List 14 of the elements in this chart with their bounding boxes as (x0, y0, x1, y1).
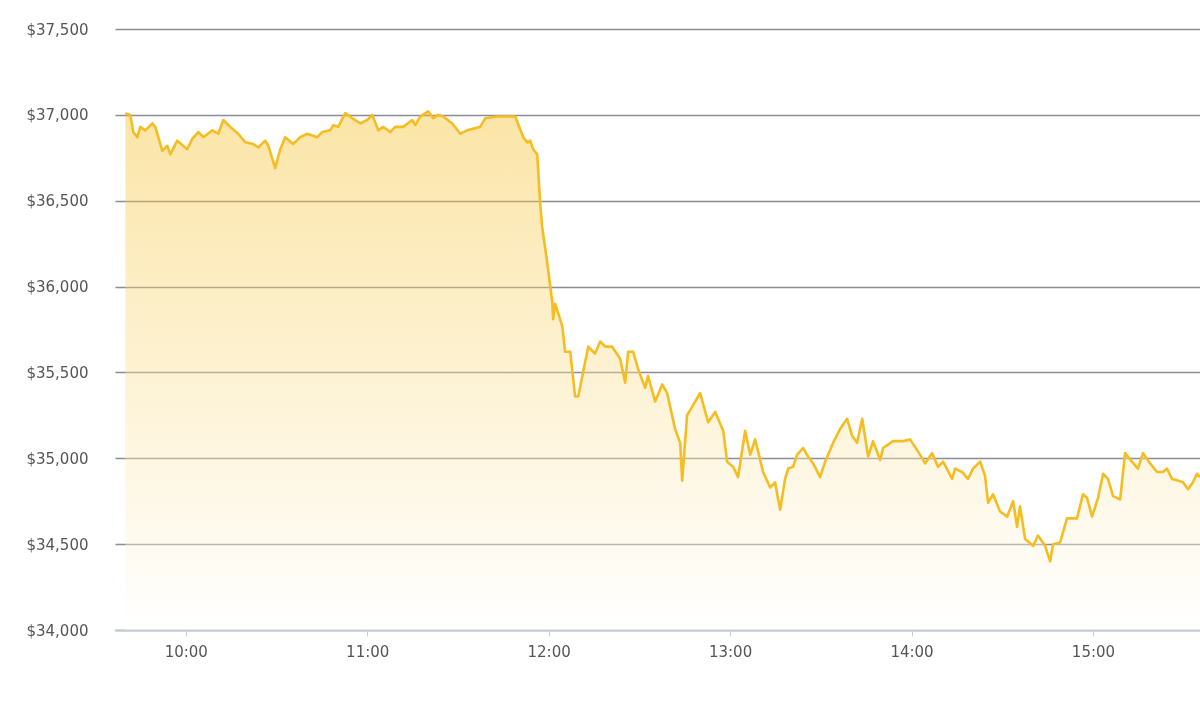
y-tick-label: $35,500 (26, 363, 89, 382)
y-tick-label: $34,500 (26, 535, 89, 554)
y-tick-label: $37,000 (26, 106, 89, 125)
x-tick-label: 11:00 (346, 642, 390, 661)
y-tick-label: $35,000 (26, 449, 89, 468)
y-tick-label: $34,000 (26, 621, 89, 640)
x-tick-label: 15:00 (1071, 642, 1116, 661)
x-tick-label: 14:00 (890, 642, 934, 661)
x-tick-label: 12:00 (527, 642, 571, 661)
x-tick-label: 13:00 (708, 642, 753, 661)
x-tick-label: 10:00 (164, 642, 208, 661)
y-tick-label: $36,500 (26, 192, 89, 211)
y-tick-label: $36,000 (26, 278, 89, 297)
y-tick-label: $37,500 (26, 20, 89, 39)
